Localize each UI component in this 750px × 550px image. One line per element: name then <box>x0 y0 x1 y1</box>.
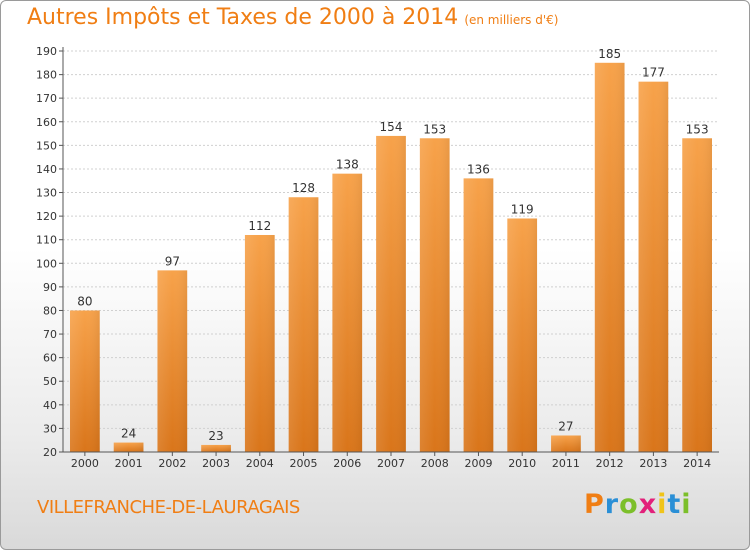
logo-letter: t <box>667 489 682 520</box>
y-tick-label: 60 <box>43 352 57 365</box>
bar-value-label: 154 <box>380 120 403 134</box>
y-tick-label: 130 <box>36 187 57 200</box>
bar-shine <box>113 442 144 452</box>
y-tick-label: 180 <box>36 69 57 82</box>
logo-letter: P <box>584 489 605 520</box>
x-tick-label: 2009 <box>464 457 492 470</box>
bar-shine <box>288 197 319 452</box>
value-labels: 80 24 97 23 112 128 138 154 153 136 119 27 185 177 153 <box>77 47 708 443</box>
bar-value-label: 112 <box>248 219 271 233</box>
bar-value-label: 185 <box>598 47 621 61</box>
y-tick-label: 190 <box>36 45 57 58</box>
bar-shine <box>157 270 188 452</box>
bar-value-label: 153 <box>686 122 709 136</box>
y-tick-label: 20 <box>43 446 57 459</box>
y-tick-label: 140 <box>36 163 57 176</box>
bar-shine <box>201 444 231 452</box>
bar-value-label: 80 <box>77 294 92 308</box>
y-tick-label: 150 <box>36 139 57 152</box>
x-axis-ticks: 2000 2001 2002 2003 2004 2005 2006 2007 2008 2009… <box>71 452 711 470</box>
bar-shine <box>69 310 100 452</box>
bars <box>69 62 713 453</box>
bar-shine <box>376 135 406 452</box>
logo-letter: i <box>657 489 668 520</box>
y-tick-label: 170 <box>36 92 57 105</box>
x-tick-label: 2010 <box>508 457 536 470</box>
bar-value-label: 136 <box>467 162 490 176</box>
chart-title: Autres Impôts et Taxes de 2000 à 2014 (en… <box>27 5 558 30</box>
x-tick-label: 2005 <box>290 457 318 470</box>
bar-value-label: 153 <box>423 122 446 136</box>
chart-subtitle: (en milliers d'€) <box>464 13 559 27</box>
x-tick-label: 2012 <box>596 457 624 470</box>
x-tick-label: 2006 <box>333 457 361 470</box>
proxiti-logo: Proxiti <box>584 489 692 520</box>
x-tick-label: 2000 <box>71 457 99 470</box>
y-tick-label: 30 <box>43 422 57 435</box>
logo-letter: r <box>604 489 620 520</box>
bar-shine <box>507 218 538 452</box>
x-tick-label: 2001 <box>115 457 143 470</box>
y-tick-label: 70 <box>43 328 57 341</box>
bar-value-label: 177 <box>642 66 665 80</box>
bar-shine <box>638 81 669 452</box>
x-tick-label: 2007 <box>377 457 405 470</box>
bar-value-label: 27 <box>558 419 573 433</box>
y-tick-label: 80 <box>43 304 57 317</box>
x-tick-label: 2014 <box>683 457 711 470</box>
bar-value-label: 138 <box>336 158 359 172</box>
x-tick-label: 2008 <box>421 457 449 470</box>
y-tick-label: 100 <box>36 257 57 270</box>
bar-shine <box>332 173 363 453</box>
bar-chart: 20 30 40 50 60 70 80 90 100 110 120 130 140 150 160 170… <box>36 45 719 470</box>
bar-value-label: 23 <box>208 429 223 443</box>
bar-shine <box>244 234 275 452</box>
logo-letter: o <box>619 489 639 520</box>
y-tick-label: 90 <box>43 281 57 294</box>
y-tick-label: 50 <box>43 375 57 388</box>
bar-shine <box>463 178 494 452</box>
title-text: Autres Impôts et Taxes de 2000 à 2014 <box>27 5 459 30</box>
y-tick-label: 40 <box>43 399 57 412</box>
y-tick-label: 120 <box>36 210 57 223</box>
bar-value-label: 128 <box>292 181 315 195</box>
y-tick-label: 110 <box>36 234 57 247</box>
x-tick-label: 2013 <box>639 457 667 470</box>
commune-name: VILLEFRANCHE-DE-LAURAGAIS <box>37 497 300 518</box>
bar-shine <box>551 435 581 452</box>
logo-letter: i <box>681 489 692 520</box>
bar-value-label: 119 <box>511 202 534 216</box>
bar-value-label: 24 <box>121 427 136 441</box>
x-tick-label: 2003 <box>202 457 230 470</box>
logo-letter: x <box>638 489 658 520</box>
y-axis-ticks: 20 30 40 50 60 70 80 90 100 110 120 130 140 150 160 170… <box>36 45 63 459</box>
bar-value-label: 97 <box>165 254 180 268</box>
bar-shine <box>419 138 450 452</box>
x-tick-label: 2002 <box>158 457 186 470</box>
x-tick-label: 2004 <box>246 457 274 470</box>
bar-shine <box>594 62 625 452</box>
y-tick-label: 160 <box>36 116 57 129</box>
bar-shine <box>682 138 713 452</box>
x-tick-label: 2011 <box>552 457 580 470</box>
